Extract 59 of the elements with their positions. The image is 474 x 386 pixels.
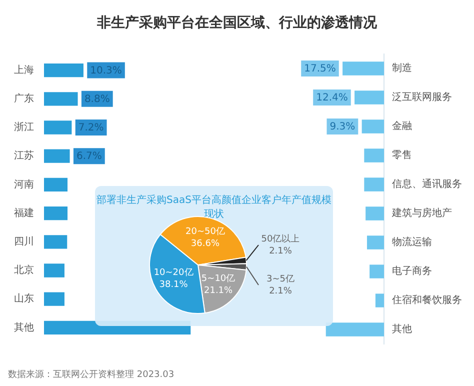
slice-label: 50亿以上 bbox=[261, 233, 300, 244]
data-label: 21.1% bbox=[204, 286, 234, 296]
slice-label: 3~5亿 bbox=[266, 273, 294, 284]
y-tick-label: 江苏 bbox=[14, 150, 34, 162]
y-tick-label: 电子商务 bbox=[392, 265, 432, 278]
bar bbox=[354, 90, 384, 104]
y-tick-label: 广东 bbox=[14, 92, 34, 104]
y-tick-label: 福建 bbox=[14, 206, 34, 219]
bar bbox=[44, 63, 84, 78]
bar bbox=[44, 92, 78, 106]
y-tick-label: 其他 bbox=[14, 321, 34, 334]
bar bbox=[362, 120, 384, 134]
data-label: 2.1% bbox=[269, 286, 292, 296]
bar bbox=[364, 178, 384, 192]
y-tick-label: 四川 bbox=[14, 235, 34, 248]
data-label: 2.1% bbox=[269, 246, 292, 256]
bar bbox=[44, 235, 68, 249]
y-tick-label: 上海 bbox=[14, 64, 34, 76]
y-tick-label: 金融 bbox=[392, 120, 412, 132]
bar bbox=[342, 62, 384, 76]
y-tick-label: 信息、通讯服务 bbox=[392, 178, 462, 190]
y-tick-label: 河南 bbox=[14, 178, 34, 190]
y-tick-label: 浙江 bbox=[14, 121, 34, 134]
y-tick-label: 泛互联网服务 bbox=[392, 91, 452, 104]
data-label: 9.3% bbox=[330, 122, 356, 133]
bar bbox=[375, 294, 384, 308]
bar bbox=[364, 148, 384, 162]
bar bbox=[44, 120, 72, 134]
chart-title: 部署非生产采购SaaS平台高颜值企业客户年产值规模现状 bbox=[96, 194, 332, 221]
data-label: 36.6% bbox=[190, 239, 220, 250]
y-tick-label: 山东 bbox=[14, 292, 34, 305]
y-tick-label: 物流运输 bbox=[392, 236, 432, 248]
bar bbox=[44, 149, 70, 163]
data-label: 12.4% bbox=[316, 92, 348, 104]
bar bbox=[44, 292, 64, 306]
source-note: 数据来源：互联网公开资料整理 2023.03 bbox=[8, 368, 174, 381]
slice-label: 20~50亿 bbox=[185, 226, 225, 238]
bar bbox=[370, 264, 384, 278]
bar bbox=[326, 322, 384, 336]
y-tick-label: 住宿和餐饮服务 bbox=[392, 294, 462, 306]
data-label: 17.5% bbox=[304, 64, 336, 75]
data-label: 6.7% bbox=[76, 151, 102, 162]
slice-label: 10~20亿 bbox=[154, 267, 194, 278]
data-label: 8.8% bbox=[84, 94, 110, 105]
y-tick-label: 建筑与房地产 bbox=[391, 207, 452, 220]
text: 非生产采购平台在全国区域、行业的渗透情况 bbox=[96, 14, 378, 32]
data-label: 7.2% bbox=[78, 122, 104, 134]
data-label: 10.3% bbox=[90, 65, 122, 76]
bar bbox=[366, 206, 384, 220]
bar bbox=[44, 264, 64, 278]
slice-label: 5~10亿 bbox=[201, 272, 236, 284]
y-tick-label: 制造 bbox=[392, 62, 412, 74]
y-tick-label: 其他 bbox=[392, 323, 412, 336]
y-tick-label: 零售 bbox=[392, 149, 412, 162]
y-tick-label: 北京 bbox=[14, 264, 34, 276]
bar bbox=[366, 236, 384, 250]
data-label: 38.1% bbox=[159, 280, 188, 290]
bar bbox=[44, 206, 68, 220]
bar bbox=[44, 178, 68, 192]
